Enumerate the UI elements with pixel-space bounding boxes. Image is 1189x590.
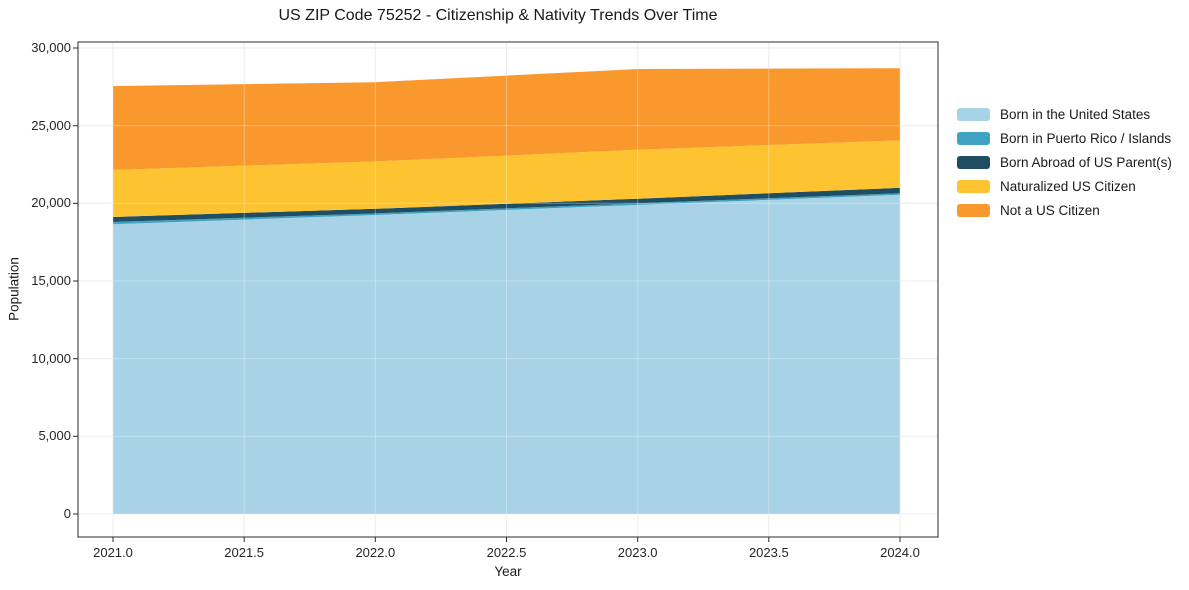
legend-item: Born in Puerto Rico / Islands bbox=[957, 126, 1172, 150]
x-axis-label: Year bbox=[494, 564, 522, 579]
legend-label: Born Abroad of US Parent(s) bbox=[1000, 154, 1172, 170]
area-born-abroad-of-us-parent-s- bbox=[113, 187, 900, 222]
legend-label: Not a US Citizen bbox=[1000, 202, 1100, 218]
area-born-in-puerto-rico-islands bbox=[113, 193, 900, 225]
area-naturalized-us-citizen bbox=[113, 140, 900, 217]
axes-frame bbox=[77, 41, 939, 538]
y-tick-label: 15,000 bbox=[31, 273, 71, 288]
y-tick-label: 30,000 bbox=[31, 40, 71, 55]
y-tick-label: 20,000 bbox=[31, 195, 71, 211]
legend-label: Naturalized US Citizen bbox=[1000, 178, 1136, 194]
x-tick-label: 2022.0 bbox=[355, 545, 396, 560]
legend-item: Born in the United States bbox=[957, 102, 1172, 126]
legend-label: Born in the United States bbox=[1000, 106, 1151, 122]
x-tick-label: 2023.5 bbox=[748, 545, 789, 560]
legend-swatch-born-abroad bbox=[957, 155, 990, 169]
legend-label: Born in Puerto Rico / Islands bbox=[1000, 130, 1172, 146]
legend-swatch-naturalized bbox=[957, 179, 990, 193]
legend-item: Born Abroad of US Parent(s) bbox=[957, 150, 1172, 174]
legend-swatch-not-citizen bbox=[957, 203, 990, 217]
y-tick-label: 0 bbox=[63, 506, 71, 521]
x-tick-label: 2021.0 bbox=[93, 545, 133, 560]
legend-swatch-born-puerto-rico bbox=[957, 131, 990, 145]
area-born-in-the-united-states bbox=[113, 194, 900, 515]
y-tick-label: 5,000 bbox=[38, 428, 71, 444]
legend-item: Not a US Citizen bbox=[957, 198, 1172, 222]
legend-swatch-born-in-us bbox=[957, 107, 990, 121]
x-tick-label: 2024.0 bbox=[880, 545, 920, 560]
y-axis-label: Population bbox=[6, 257, 22, 321]
chart-title: US ZIP Code 75252 - Citizenship & Nativi… bbox=[278, 7, 718, 24]
area-not-a-us-citizen bbox=[113, 68, 900, 170]
y-tick-label: 10,000 bbox=[31, 350, 71, 366]
x-tick-label: 2021.5 bbox=[224, 545, 265, 560]
x-tick-label: 2023.0 bbox=[617, 545, 658, 560]
x-tick-label: 2022.5 bbox=[486, 545, 527, 560]
legend: Born in the United States Born in Puerto… bbox=[957, 102, 1172, 222]
legend-item: Naturalized US Citizen bbox=[957, 174, 1172, 198]
y-tick-label: 25,000 bbox=[31, 117, 71, 133]
